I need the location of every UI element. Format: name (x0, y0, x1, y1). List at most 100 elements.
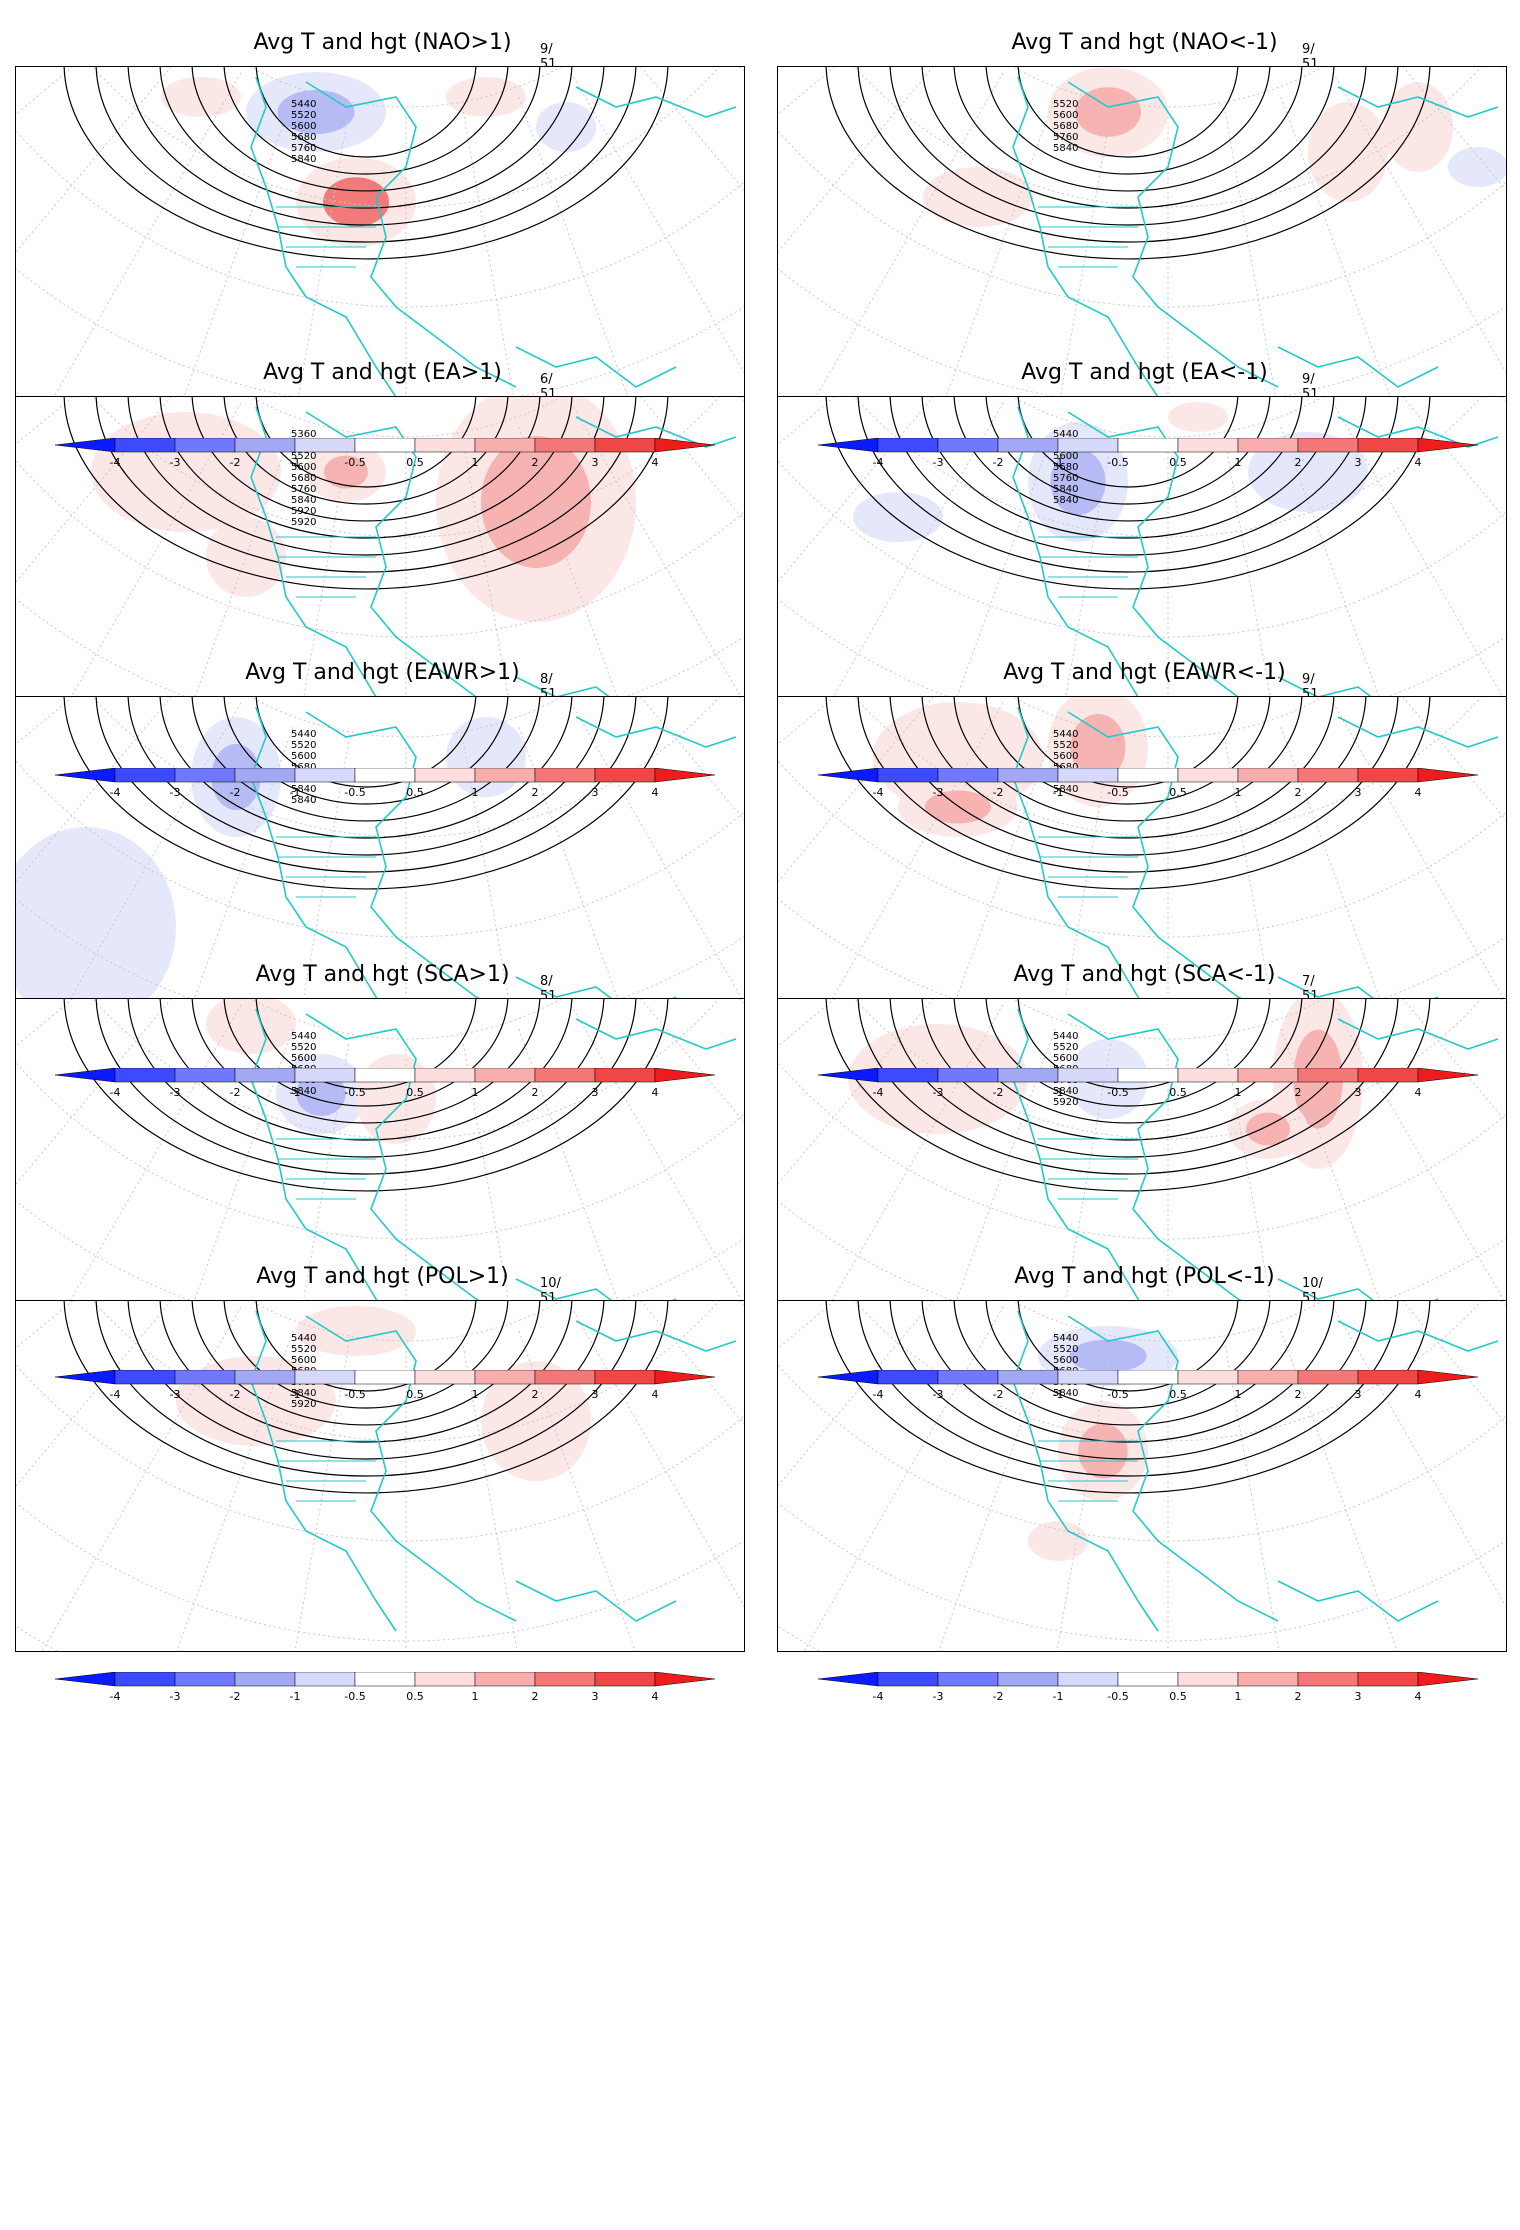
coastline-greenland-europe (575, 716, 737, 748)
colorbar-segment (174, 437, 236, 453)
colorbar-segment (294, 437, 356, 453)
height-contour (985, 1301, 1271, 1409)
contour-label: 5680 (1053, 462, 1078, 473)
colorbar-segment (1417, 437, 1479, 453)
colorbar-tick-label: 4 (652, 1388, 659, 1401)
coastline-east (1067, 711, 1279, 1018)
height-contour (159, 397, 573, 539)
state-borders (276, 536, 376, 598)
colorbar-segment (997, 767, 1059, 783)
colorbar-tick-label: -2 (993, 1086, 1004, 1099)
colorbar-tick-label: -3 (170, 1388, 181, 1401)
height-contour (921, 67, 1335, 209)
contour-label: 5840 (291, 784, 316, 795)
height-contour (159, 67, 573, 209)
colorbar-tick-label: 0.5 (1169, 786, 1187, 799)
latitude-circle (92, 697, 720, 838)
colorbar-segment (594, 1067, 656, 1083)
colorbar-segment (594, 767, 656, 783)
meridian-line (570, 1004, 744, 1306)
colorbar-tick-label: 3 (1355, 1690, 1362, 1703)
anomaly-core (481, 436, 591, 568)
meridian-line (518, 96, 636, 417)
contour-label: 5600 (291, 751, 316, 762)
colorbar-tick-label: -3 (170, 786, 181, 799)
colorbar-tick-label: -0.5 (1107, 1086, 1128, 1099)
colorbar-tick-label: -2 (993, 786, 1004, 799)
colorbar-segment (294, 1067, 356, 1083)
colorbar-tick-label: 2 (1295, 456, 1302, 469)
anomaly-shading (206, 999, 296, 1054)
state-borders (1038, 1440, 1138, 1502)
colorbar-segment (1057, 1671, 1119, 1687)
height-contour (63, 397, 669, 590)
meridian-line (1332, 1306, 1506, 1608)
colorbar-tick-label: 4 (1415, 1388, 1422, 1401)
colorbar: -4 -3 -2 -1 -0.5 0.5 1 2 3 4 (808, 437, 1488, 482)
polar-map: 5440552056005680576058405920 (778, 999, 1506, 1349)
colorbar-tick-label: 2 (1295, 786, 1302, 799)
colorbar-tick-label: -2 (230, 1086, 241, 1099)
colorbar-tick-label: -0.5 (344, 456, 365, 469)
colorbar-tick-label: 4 (652, 786, 659, 799)
anomaly-shading (1168, 402, 1228, 432)
panel-title: Avg T and hgt (EAWR>1) (245, 660, 520, 685)
colorbar-tick-label: -0.5 (1107, 1388, 1128, 1401)
colorbar-segment (1417, 767, 1479, 783)
colorbar-segment (1297, 437, 1359, 453)
height-contour (985, 67, 1271, 175)
coastline-greenland-europe (575, 1320, 737, 1352)
contour-label: 5520 (291, 451, 316, 462)
colorbar-segment (1237, 1671, 1299, 1687)
height-contour (191, 999, 541, 1124)
colorbar-segment (1297, 767, 1359, 783)
coastline-east (305, 1315, 517, 1622)
contour-label: 5600 (291, 1053, 316, 1064)
state-borders (1038, 536, 1138, 598)
colorbar-tick-label: -1 (290, 1388, 301, 1401)
colorbar-tick-label: -0.5 (344, 1388, 365, 1401)
colorbar-tick-label: 4 (652, 456, 659, 469)
meridian-line (778, 1301, 934, 1487)
contour-label: 5600 (291, 121, 316, 132)
colorbar-tick-label: -1 (1053, 1388, 1064, 1401)
colorbar-segment (474, 1369, 536, 1385)
coastline-greenland-europe (1337, 86, 1499, 118)
state-borders (1038, 206, 1138, 268)
meridian-line (938, 726, 1056, 1047)
coastline-greenland-europe (575, 416, 737, 448)
colorbar-tick-label: 1 (1235, 1388, 1242, 1401)
panel-title: Avg T and hgt (SCA>1) (255, 962, 510, 987)
panel-title: Avg T and hgt (EAWR<-1) (1003, 660, 1286, 685)
meridian-line (176, 726, 294, 1047)
colorbar-segment (354, 1671, 416, 1687)
contour-label: 5680 (1053, 762, 1078, 773)
contour-label: 5520 (1053, 1042, 1078, 1053)
panel-title: Avg T and hgt (NAO<-1) (1011, 30, 1278, 55)
height-contour (953, 697, 1303, 822)
colorbar-tick-label: 1 (1235, 456, 1242, 469)
colorbar-segment (534, 1369, 596, 1385)
anomaly-core (296, 1072, 346, 1116)
colorbar-segment (997, 1369, 1059, 1385)
colorbar-tick-label: 1 (472, 1086, 479, 1099)
meridian-line (778, 1301, 836, 1349)
height-contour (921, 999, 1335, 1141)
colorbar-tick-label: 0.5 (406, 1388, 424, 1401)
contour-label: 5920 (291, 506, 316, 517)
contour-label: 5840 (1053, 1086, 1078, 1097)
coastline-greenland-europe (1337, 1018, 1499, 1050)
colorbar-segment (1057, 767, 1119, 783)
meridian-line (176, 426, 294, 747)
colorbar-segment (654, 767, 716, 783)
colorbar: -4 -3 -2 -1 -0.5 0.5 1 2 3 4 (808, 1671, 1488, 1716)
colorbar-segment (1417, 1067, 1479, 1083)
colorbar-tick-label: -2 (230, 786, 241, 799)
height-contour (223, 697, 509, 805)
colorbar-tick-label: 1 (472, 1690, 479, 1703)
colorbar-segment (294, 767, 356, 783)
colorbar-segment (654, 1369, 716, 1385)
coastline-west (250, 1310, 397, 1632)
height-contour (985, 999, 1271, 1107)
